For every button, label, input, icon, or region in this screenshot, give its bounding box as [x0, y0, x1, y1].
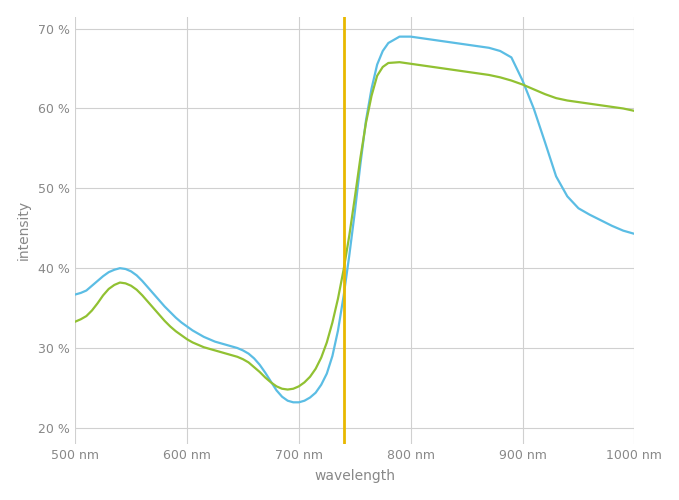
Y-axis label: intensity: intensity: [17, 200, 31, 260]
X-axis label: wavelength: wavelength: [314, 470, 395, 484]
